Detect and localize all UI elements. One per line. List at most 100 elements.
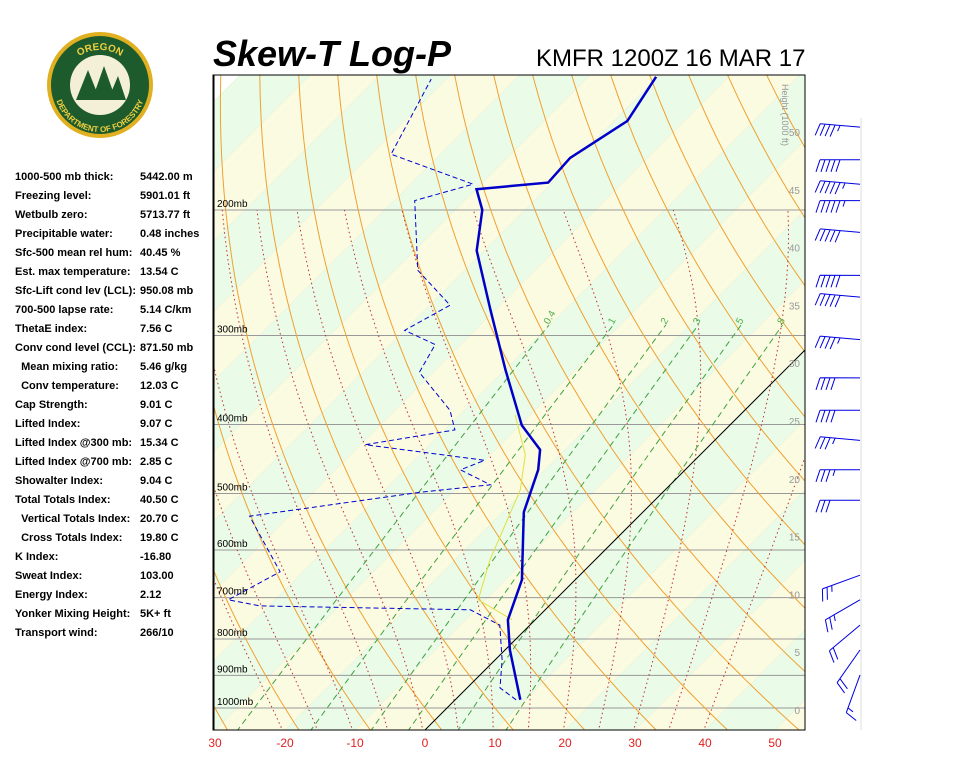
plot-overlay: 200mb 300mb 400mb 500mb 600mb 700mb 800mb 900mb… (217, 84, 800, 717)
wind-barb (815, 200, 861, 213)
temperature-tick-label: 30 (208, 736, 222, 750)
mixing-ratio-line (370, 324, 667, 730)
dry-adiabat (649, 75, 805, 353)
dry-adiabat (298, 75, 586, 730)
index-label: Energy Index: (15, 589, 88, 601)
wind-barb (815, 159, 861, 172)
pressure-label: 600mb (217, 539, 248, 550)
wind-barb (814, 123, 861, 137)
dry-adiabat (219, 75, 443, 730)
height-tick-label: 40 (789, 244, 801, 255)
moist-adiabat (562, 209, 632, 730)
index-label: Mean mixing ratio: (15, 361, 118, 373)
logo-top-path: OREGON (75, 42, 125, 59)
wind-barb (824, 599, 861, 633)
dry-adiabat (909, 52, 960, 732)
temperature-tick-label: -10 (346, 736, 364, 750)
height-tick-label: 10 (789, 590, 801, 601)
wind-barb (815, 377, 861, 390)
isotherm-band (494, 419, 805, 730)
index-label: Lifted Index @700 mb: (15, 456, 132, 468)
moist-adiabat (633, 209, 702, 730)
index-label: Cap Strength: (15, 399, 88, 411)
index-label: Precipitable water: (15, 228, 113, 240)
index-value: 5.46 g/kg (140, 361, 187, 373)
isotherm-band (704, 629, 805, 730)
pressure-label: 900mb (217, 664, 248, 675)
dry-adiabat (794, 52, 960, 732)
moist-adiabat (472, 209, 577, 730)
index-label: Sfc-Lift cond lev (LCL): (15, 285, 136, 297)
index-value: 871.50 mb (140, 342, 193, 354)
temperature-trace (474, 76, 658, 701)
isotherm-band (214, 139, 805, 730)
moist-adiabat (213, 360, 354, 730)
index-value: 950.08 mb (140, 285, 193, 297)
mixing-ratio-line (237, 324, 550, 730)
index-label: Sweat Index: (15, 570, 82, 582)
index-value: 12.03 C (140, 380, 179, 392)
wind-barb (815, 274, 861, 288)
height-tick-label: 25 (789, 417, 801, 428)
height-tick-label: 5 (794, 648, 800, 659)
index-value: 15.34 C (140, 437, 179, 449)
pressure-label: 700mb (217, 587, 248, 598)
index-label: ThetaE index: (15, 323, 87, 335)
moist-adiabat (256, 209, 424, 730)
mixing-ratio-label: 8 (776, 316, 789, 327)
wind-barbs (814, 123, 861, 721)
wind-barb (814, 335, 861, 350)
height-tick-label: 30 (789, 359, 801, 370)
pressure-label: 200mb (217, 199, 248, 210)
isotherm-band (284, 209, 805, 730)
wind-barb (815, 469, 861, 482)
index-label: 1000-500 mb thick: (15, 171, 113, 183)
dry-adiabat (213, 401, 371, 730)
temperature-tick-label: -20 (276, 736, 294, 750)
dry-adiabat (213, 567, 300, 730)
isotherm-band (213, 75, 805, 730)
freezing-isotherm (424, 349, 805, 730)
parcel-trace (477, 414, 526, 621)
index-label: Lifted Index @300 mb: (15, 437, 132, 449)
index-label: Lifted Index: (15, 418, 80, 430)
index-label: 700-500 lapse rate: (15, 304, 113, 316)
dry-adiabat (259, 75, 514, 730)
plot-area (213, 52, 960, 732)
index-label: Cross Totals Index: (15, 532, 122, 544)
index-label: Yonker Mixing Height: (15, 608, 130, 620)
index-label: Freezing level: (15, 190, 91, 202)
index-value: 9.01 C (140, 399, 172, 411)
mixing-ratio-line (505, 324, 783, 730)
index-label: Total Totals Index: (15, 494, 111, 506)
pressure-label: 800mb (217, 628, 248, 639)
wind-barb (828, 624, 861, 663)
mixing-ratio-line (408, 324, 699, 730)
dry-adiabat (454, 75, 805, 673)
index-label: Showalter Index: (15, 475, 103, 487)
pressure-label: 300mb (217, 324, 248, 335)
index-label: K Index: (15, 551, 58, 563)
pressure-label: 1000mb (217, 697, 254, 708)
index-value: 5713.77 ft (140, 209, 190, 221)
moist-adiabat (296, 209, 459, 730)
height-axis-label: Height (1000 ft) (780, 84, 790, 146)
mixing-ratio-label: 1 (606, 316, 619, 327)
index-value: 9.04 C (140, 475, 172, 487)
station: KMFR 1200Z 16 MAR 17 (536, 45, 805, 72)
index-value: 5K+ ft (140, 608, 171, 620)
index-value: 9.07 C (140, 418, 172, 430)
index-label: Sfc-500 mean rel hum: (15, 247, 132, 259)
index-value: 40.50 C (140, 494, 179, 506)
moist-adiabat (343, 209, 494, 730)
index-value: 5.14 C/km (140, 304, 192, 316)
temperature-tick-label: 20 (558, 736, 572, 750)
wind-barb (814, 180, 861, 195)
index-value: 5901.01 ft (140, 190, 190, 202)
dry-adiabat (571, 75, 805, 482)
mixing-ratio-line (457, 324, 742, 730)
logo-top-text: OREGON (75, 42, 125, 59)
height-tick-label: 15 (789, 533, 801, 544)
mixing-ratio-label: 2 (659, 316, 672, 327)
